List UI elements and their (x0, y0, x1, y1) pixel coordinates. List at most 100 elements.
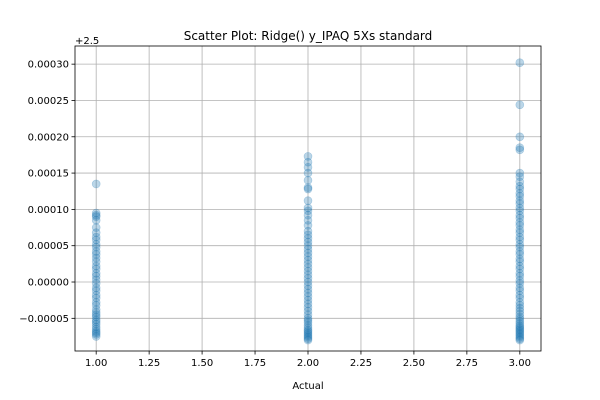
data-point (515, 177, 525, 187)
data-point (303, 318, 313, 327)
data-point (515, 306, 525, 316)
data-point (303, 274, 313, 283)
data-point (515, 276, 525, 285)
x-tick-label: 1.50 (191, 358, 213, 369)
data-point (303, 248, 313, 258)
data-point (515, 218, 525, 227)
data-point (515, 331, 525, 341)
x-tick-label: 1.25 (138, 358, 160, 369)
data-point (515, 319, 525, 328)
data-point (515, 247, 525, 256)
data-point (303, 245, 313, 254)
data-point (303, 206, 313, 216)
x-tick-label: 2.25 (350, 358, 372, 369)
data-point (303, 196, 313, 205)
x-tick-label: 1.75 (244, 358, 266, 369)
data-point (303, 168, 313, 178)
data-point (303, 299, 313, 309)
data-point (91, 328, 101, 338)
data-point (515, 334, 525, 343)
data-point (91, 327, 101, 336)
data-point (515, 254, 525, 264)
data-point (303, 152, 313, 161)
data-point (515, 172, 525, 182)
data-point (91, 332, 101, 341)
data-point (303, 332, 313, 342)
data-point (91, 235, 101, 245)
data-point (515, 324, 525, 333)
data-point (91, 247, 101, 256)
data-point (515, 322, 525, 332)
data-point (515, 232, 525, 242)
data-point (515, 261, 525, 271)
data-point (303, 314, 313, 323)
data-point (515, 314, 525, 324)
x-tick-label: 3.00 (509, 358, 531, 369)
data-point (303, 270, 313, 280)
data-point (515, 264, 525, 274)
data-point (303, 306, 313, 316)
data-point (515, 181, 525, 191)
data-point (515, 335, 525, 345)
data-point (515, 300, 525, 310)
data-point (91, 253, 101, 263)
data-point (303, 321, 313, 330)
scatter-points (91, 58, 525, 345)
data-point (303, 215, 313, 225)
data-point (91, 239, 101, 249)
y-tick-label: 0.00025 (28, 96, 69, 107)
grid (75, 46, 541, 351)
data-point (91, 242, 101, 252)
data-point (303, 329, 313, 339)
data-point (515, 100, 525, 110)
data-point (91, 310, 101, 319)
x-tick-label: 2.00 (297, 358, 319, 369)
data-point (303, 266, 313, 276)
data-point (91, 305, 101, 314)
data-point (91, 275, 101, 285)
data-point (515, 332, 525, 342)
axis-ticks: 1.00 1.25 1.50 1.75 2.00 2.25 2.50 2.75 3.00 −0.0… (19, 60, 531, 369)
data-point (515, 239, 525, 249)
y-tick-label: −0.00005 (19, 314, 69, 325)
data-point (91, 298, 101, 307)
data-point (303, 221, 313, 230)
data-point (91, 268, 101, 278)
y-tick-label: 0.00005 (28, 241, 69, 252)
data-point (91, 319, 101, 329)
data-point (303, 241, 313, 251)
data-point (91, 286, 101, 296)
data-point (515, 168, 525, 178)
data-point (91, 293, 101, 303)
data-point (515, 235, 525, 245)
data-point (91, 212, 101, 221)
data-point (515, 250, 525, 259)
data-point (91, 283, 101, 293)
data-point (303, 184, 313, 194)
data-point (91, 324, 101, 334)
data-point (515, 242, 525, 252)
data-point (303, 323, 313, 333)
data-point (303, 259, 313, 269)
data-point (515, 303, 525, 313)
x-axis-label: Actual (292, 381, 323, 392)
data-point (303, 316, 313, 325)
data-point (303, 325, 313, 335)
data-point (91, 232, 101, 242)
data-point (515, 283, 525, 293)
data-point (91, 317, 101, 327)
data-point (515, 145, 525, 155)
data-point (515, 228, 525, 237)
data-point (303, 295, 313, 305)
data-point (515, 290, 525, 300)
data-point (303, 183, 313, 192)
data-point (303, 162, 313, 172)
data-point (515, 321, 525, 330)
data-point (303, 230, 313, 240)
data-point (515, 196, 525, 205)
data-point (91, 329, 101, 339)
data-point (303, 226, 313, 236)
data-point (303, 331, 313, 341)
data-point (303, 252, 313, 261)
